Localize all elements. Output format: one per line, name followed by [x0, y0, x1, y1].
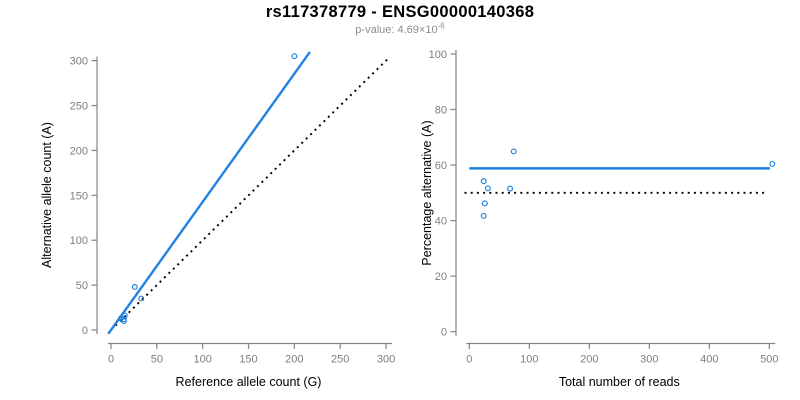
- x-tick-label: 250: [331, 354, 349, 366]
- x-axis-label: Total number of reads: [559, 375, 680, 389]
- y-axis-label: Alternative allele count (A): [40, 122, 54, 268]
- data-point: [121, 312, 128, 319]
- x-tick-label: 100: [520, 354, 538, 366]
- y-tick-label: 40: [435, 216, 447, 228]
- x-tick-label: 400: [700, 354, 718, 366]
- x-tick-label: 0: [466, 354, 472, 366]
- y-tick-label: 100: [70, 235, 88, 247]
- x-tick-label: 50: [151, 354, 163, 366]
- pvalue-text: p-value: 4.69×10: [355, 24, 438, 36]
- data-point: [510, 148, 517, 155]
- figure-header: rs117378779 - ENSG00000140368 p-value: 4…: [0, 0, 800, 36]
- pvalue-exponent: -6: [437, 21, 445, 31]
- y-tick-label: 50: [76, 280, 88, 292]
- y-axis-label: Percentage alternative (A): [420, 120, 434, 265]
- y-tick-label: 100: [429, 49, 447, 61]
- data-point: [480, 212, 487, 219]
- right-plot: 0 20 40 60 80 100 0 100 200 300 400 500 Total number…: [420, 49, 778, 389]
- y-tick-label: 200: [70, 145, 88, 157]
- x-tick-label: 200: [580, 354, 598, 366]
- identity-line: [110, 58, 389, 331]
- data-point: [480, 178, 487, 185]
- data-point: [481, 200, 488, 207]
- plot-subtitle: p-value: 4.69×10-6: [0, 21, 800, 36]
- x-tick-label: 500: [760, 354, 778, 366]
- data-point: [484, 185, 491, 192]
- x-tick-label: 300: [640, 354, 658, 366]
- data-point: [507, 185, 514, 192]
- data-point: [769, 160, 776, 167]
- y-tick-label: 150: [70, 190, 88, 202]
- left-plot: 0 50 100 150 200 250 300 0 50 100 150 200 250 300 Refe…: [40, 51, 395, 389]
- data-point: [291, 53, 298, 60]
- x-tick-label: 150: [239, 354, 257, 366]
- plot-title: rs117378779 - ENSG00000140368: [265, 3, 535, 21]
- x-axis-label: Reference allele count (G): [176, 375, 322, 389]
- y-tick-label: 250: [70, 101, 88, 113]
- y-tick-label: 0: [82, 325, 88, 337]
- x-tick-label: 200: [285, 354, 303, 366]
- data-point: [131, 283, 138, 290]
- y-tick-label: 60: [435, 160, 447, 172]
- y-tick-label: 0: [441, 327, 447, 339]
- data-point: [120, 318, 127, 324]
- data-point: [120, 316, 127, 323]
- x-tick-label: 100: [193, 354, 211, 366]
- fit-line: [107, 51, 311, 335]
- y-tick-label: 80: [435, 104, 447, 116]
- y-tick-label: 20: [435, 271, 447, 283]
- data-point: [138, 295, 145, 302]
- x-tick-label: 0: [108, 354, 114, 366]
- y-tick-label: 300: [70, 56, 88, 68]
- x-tick-label: 300: [377, 354, 395, 366]
